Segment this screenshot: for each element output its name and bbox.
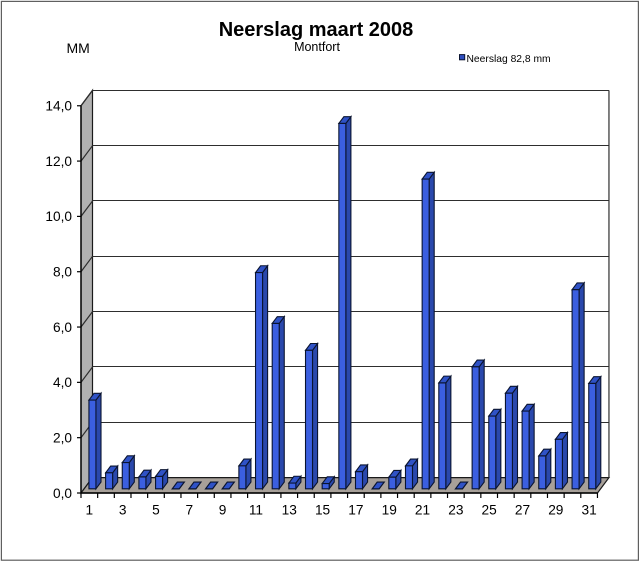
svg-text:21: 21 bbox=[415, 503, 430, 518]
svg-text:19: 19 bbox=[382, 503, 397, 518]
svg-text:11: 11 bbox=[249, 503, 263, 518]
svg-text:Neerslag 82,8 mm: Neerslag 82,8 mm bbox=[467, 54, 551, 65]
svg-text:Montfort: Montfort bbox=[294, 40, 340, 54]
svg-text:12,0: 12,0 bbox=[45, 154, 72, 169]
svg-text:23: 23 bbox=[448, 503, 464, 518]
svg-text:17: 17 bbox=[348, 503, 363, 518]
svg-text:Neerslag maart 2008: Neerslag maart 2008 bbox=[219, 19, 414, 41]
svg-text:0,0: 0,0 bbox=[53, 486, 72, 501]
svg-text:7: 7 bbox=[185, 503, 193, 518]
svg-text:29: 29 bbox=[548, 503, 563, 518]
svg-text:31: 31 bbox=[582, 503, 597, 518]
svg-text:14,0: 14,0 bbox=[45, 99, 72, 114]
svg-text:6,0: 6,0 bbox=[53, 320, 72, 335]
svg-text:3: 3 bbox=[119, 503, 127, 518]
svg-text:1: 1 bbox=[86, 503, 94, 518]
svg-text:8,0: 8,0 bbox=[53, 265, 72, 280]
svg-text:10,0: 10,0 bbox=[45, 209, 72, 224]
svg-text:25: 25 bbox=[482, 503, 498, 518]
svg-text:27: 27 bbox=[515, 503, 530, 518]
svg-text:2,0: 2,0 bbox=[53, 430, 72, 445]
svg-text:9: 9 bbox=[219, 503, 227, 518]
svg-text:15: 15 bbox=[315, 503, 331, 518]
svg-text:13: 13 bbox=[282, 503, 298, 518]
svg-text:5: 5 bbox=[152, 503, 160, 518]
svg-text:4,0: 4,0 bbox=[53, 375, 72, 390]
svg-text:MM: MM bbox=[67, 40, 90, 56]
